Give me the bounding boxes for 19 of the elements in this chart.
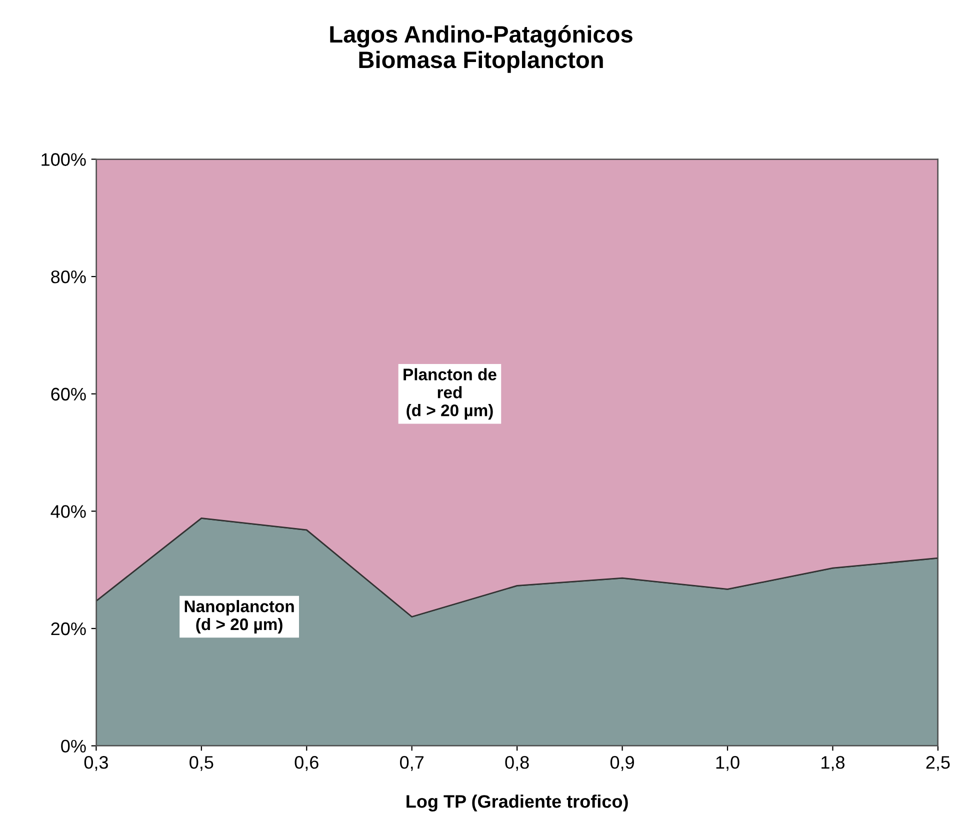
x-tick-label: 0,5 — [190, 756, 214, 771]
y-tick-label: 100% — [42, 153, 86, 166]
x-tick-label: 0,8 — [505, 756, 529, 771]
y-tick-label: 80% — [51, 270, 86, 284]
x-tick-label: 0,3 — [84, 756, 108, 771]
series-label: Plancton de red (d > 20 µm) — [404, 368, 496, 420]
x-tick-label: 1,8 — [822, 756, 844, 771]
series-label: Nanoplancton (d > 20 µm) — [184, 600, 294, 634]
x-axis-title: Log TP (Gradiente trofico) — [406, 794, 628, 812]
y-tick-label: 20% — [51, 622, 86, 636]
x-tick-label: 0,9 — [610, 756, 634, 771]
x-tick-label: 0,7 — [400, 756, 424, 771]
y-tick-label: 40% — [50, 505, 86, 518]
y-tick-label: 0% — [61, 740, 86, 753]
chart-title: Lagos Andino-Patagónicos Biomasa Fitoplancton — [330, 25, 632, 73]
x-tick-label: 1,0 — [716, 756, 740, 771]
x-tick-label: 2,5 — [926, 756, 950, 771]
x-tick-label: 0,6 — [294, 756, 318, 771]
y-tick-label: 60% — [51, 388, 86, 401]
